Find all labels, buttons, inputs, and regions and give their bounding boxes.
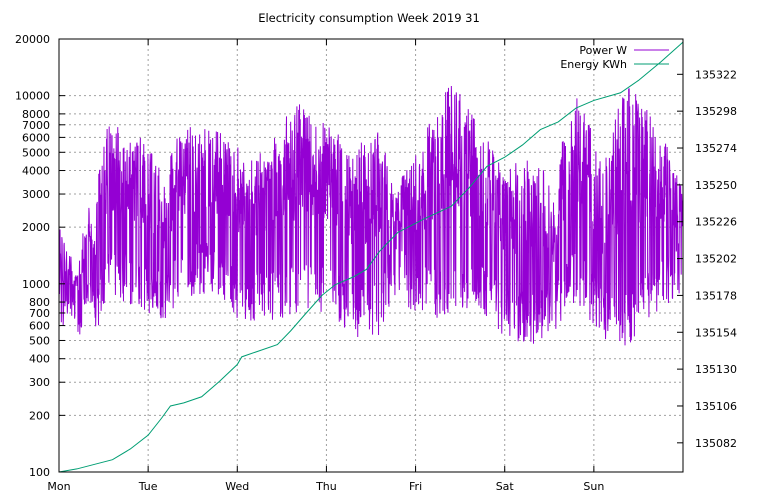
energy-series-line bbox=[58, 41, 684, 473]
y-tick-label: 10000 bbox=[15, 90, 50, 103]
x-tick-label: Fri bbox=[409, 480, 422, 493]
y-tick-label: 20000 bbox=[15, 33, 50, 46]
x-tick-label: Sat bbox=[496, 480, 515, 493]
legend: Power W Energy KWh bbox=[560, 44, 669, 71]
y2-tick-label: 135322 bbox=[695, 68, 737, 81]
y-tick-label: 5000 bbox=[22, 146, 50, 159]
y-tick-label: 300 bbox=[29, 376, 50, 389]
chart-title: Electricity consumption Week 2019 31 bbox=[258, 11, 480, 25]
power-series-line bbox=[58, 86, 684, 346]
axis-layer bbox=[58, 38, 684, 473]
y-tick-label: 1000 bbox=[22, 278, 50, 291]
y2-tick-label: 135082 bbox=[695, 437, 737, 450]
y2-tick-label: 135250 bbox=[695, 179, 737, 192]
plot-border bbox=[58, 38, 684, 473]
x-tick-label: Thu bbox=[315, 480, 337, 493]
y2-tick-label: 135154 bbox=[695, 326, 737, 339]
y-tick-label: 600 bbox=[29, 320, 50, 333]
y-tick-label: 6000 bbox=[22, 131, 50, 144]
y2-tick-label: 135298 bbox=[695, 105, 737, 118]
y2-tick-label: 135106 bbox=[695, 400, 737, 413]
energy-series-layer bbox=[58, 41, 684, 473]
y-tick-label: 7000 bbox=[22, 119, 50, 132]
x-tick-label: Sun bbox=[583, 480, 604, 493]
y2-tick-label: 135178 bbox=[695, 289, 737, 302]
y-tick-label: 100 bbox=[29, 466, 50, 479]
y2-tick-label: 135226 bbox=[695, 216, 737, 229]
x-tick-label: Mon bbox=[47, 480, 70, 493]
y-tick-label: 2000 bbox=[22, 221, 50, 234]
y-tick-label: 800 bbox=[29, 296, 50, 309]
y-tick-label: 500 bbox=[29, 334, 50, 347]
label-layer: Mon Tue Wed Thu Fri Sat Sun1002003004005006007… bbox=[15, 33, 737, 493]
x-tick-label: Tue bbox=[138, 480, 158, 493]
power-series-layer bbox=[58, 86, 684, 346]
y2-tick-label: 135274 bbox=[695, 142, 737, 155]
legend-power-label: Power W bbox=[579, 44, 627, 57]
x-tick-label: Wed bbox=[225, 480, 249, 493]
legend-energy-label: Energy KWh bbox=[560, 58, 627, 71]
y-tick-label: 400 bbox=[29, 353, 50, 366]
y-tick-label: 3000 bbox=[22, 188, 50, 201]
y2-tick-label: 135130 bbox=[695, 363, 737, 376]
y-tick-label: 200 bbox=[29, 409, 50, 422]
y-tick-label: 8000 bbox=[22, 108, 50, 121]
y-tick-label: 700 bbox=[29, 307, 50, 320]
y-tick-label: 4000 bbox=[22, 165, 50, 178]
y2-tick-label: 135202 bbox=[695, 253, 737, 266]
